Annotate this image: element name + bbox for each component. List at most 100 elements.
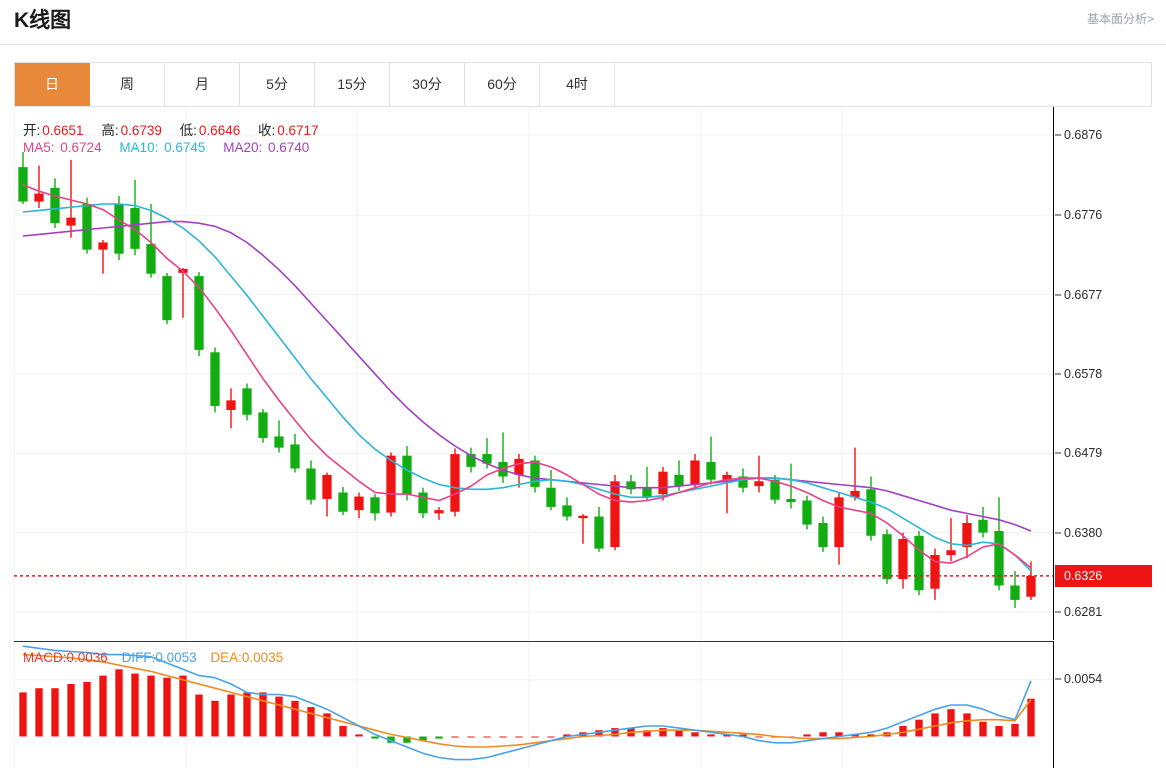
candle-body: [722, 474, 732, 480]
tab-3[interactable]: 5分: [240, 63, 315, 106]
candle-body: [642, 487, 652, 498]
tab-0[interactable]: 日: [15, 63, 90, 106]
candle-body: [354, 496, 364, 511]
tab-4[interactable]: 15分: [315, 63, 390, 106]
candle-body: [18, 167, 28, 202]
axis-tick-label: 0.6776: [1064, 208, 1103, 223]
high-value: 0.6739: [120, 123, 162, 138]
macd-hist-bar: [531, 736, 539, 738]
dea-label: DEA:: [210, 650, 242, 665]
current-price-badge: 0.6326: [1055, 564, 1152, 587]
axis-tick-mark: [1055, 134, 1061, 136]
macd-hist-bar: [803, 734, 811, 737]
axis-tick-label: 0.6479: [1064, 446, 1103, 461]
candle-body: [162, 276, 172, 321]
candle-body: [738, 476, 748, 488]
candle-body: [914, 535, 924, 591]
candle-body: [850, 490, 860, 498]
axis-tick-mark: [1055, 214, 1061, 216]
ma10-label: MA10:: [119, 140, 159, 155]
ma-legend: MA5: 0.6724 MA10: 0.6745 MA20: 0.6740: [23, 140, 311, 155]
page-title: K线图: [14, 9, 72, 32]
diff-value: 0.0053: [155, 650, 197, 665]
candle-body: [706, 462, 716, 480]
candle-body: [610, 481, 620, 548]
dea-line: [22, 653, 1032, 748]
macd-hist-bar: [915, 719, 923, 737]
candle-body: [1026, 575, 1036, 597]
axis-tick-mark: [1055, 452, 1061, 454]
candle-body: [450, 454, 460, 512]
tab-5[interactable]: 30分: [390, 63, 465, 106]
macd-hist-bar: [819, 732, 827, 737]
candle-body: [658, 471, 668, 495]
price-axis: 0.6876 0.6776 0.6677 0.6578 0.6479 0.6380 0.62…: [1055, 107, 1152, 768]
open-label: 开:: [23, 123, 41, 138]
fundamental-analysis-link[interactable]: 基本面分析>: [1086, 12, 1154, 26]
macd-hist-bar: [467, 736, 475, 738]
ma20-label: MA20:: [223, 140, 263, 155]
candlestick-svg: [14, 107, 1053, 640]
price-chart-panel[interactable]: 开: 0.6651 高: 0.6739 低: 0.6646 收: 0.6717 MA5:…: [14, 107, 1054, 640]
axis-tick-mark: [1055, 373, 1061, 375]
low-label: 低:: [179, 123, 197, 138]
axis-tick-label: 0.6677: [1064, 287, 1103, 302]
axis-tick-label: 0.6876: [1064, 128, 1103, 143]
candle-body: [818, 522, 828, 548]
candle-body: [82, 203, 92, 250]
tab-7[interactable]: 4时: [540, 63, 615, 106]
candle-body: [370, 497, 380, 514]
macd-hist-bar: [483, 736, 491, 738]
candle-body: [418, 492, 428, 514]
macd-hist-bar: [211, 700, 219, 737]
candle-body: [674, 474, 684, 487]
macd-legend: MACD:0.0036 DIFF:0.0053 DEA:0.0035: [23, 650, 283, 665]
candle-body: [274, 436, 284, 448]
macd-hist-bar: [643, 730, 651, 737]
candle-body: [786, 498, 796, 503]
open-value: 0.6651: [42, 123, 84, 138]
candle-body: [770, 479, 780, 500]
macd-hist-bar: [195, 694, 203, 737]
macd-hist-bar: [403, 736, 411, 743]
ma20-line: [22, 220, 1032, 532]
ohlc-legend: 开: 0.6651 高: 0.6739 低: 0.6646 收: 0.6717: [23, 119, 321, 139]
tab-2[interactable]: 月: [165, 63, 240, 106]
candle-body: [322, 474, 332, 499]
candle-body: [1010, 585, 1020, 600]
candle-body: [978, 519, 988, 533]
diff-line: [22, 645, 1032, 761]
ma10-value: 0.6745: [164, 140, 206, 155]
macd-chart-panel[interactable]: MACD:0.0036 DIFF:0.0053 DEA:0.0035: [14, 641, 1054, 768]
macd-hist-bar: [131, 673, 139, 737]
macd-hist-bar: [979, 721, 987, 737]
candle-body: [434, 510, 444, 514]
macd-hist-bar: [563, 734, 571, 737]
candle-body: [962, 522, 972, 548]
macd-hist-bar: [675, 730, 683, 737]
macd-hist-bar: [835, 732, 843, 737]
macd-axis-tick-mark: [1055, 678, 1061, 680]
macd-hist-bar: [275, 696, 283, 737]
macd-hist-bar: [115, 669, 123, 737]
candle-body: [578, 515, 588, 519]
tab-6[interactable]: 60分: [465, 63, 540, 106]
tab-1[interactable]: 周: [90, 63, 165, 106]
candle-body: [754, 481, 764, 487]
candle-body: [386, 455, 396, 513]
candle-body: [306, 468, 316, 500]
macd-hist-bar: [51, 688, 59, 737]
macd-hist-bar: [387, 736, 395, 743]
macd-hist-bar: [99, 675, 107, 737]
candle-body: [98, 242, 108, 250]
macd-hist-bar: [67, 684, 75, 737]
candle-body: [834, 497, 844, 548]
macd-hist-bar: [163, 677, 171, 737]
macd-svg: [14, 642, 1053, 768]
macd-hist-bar: [419, 736, 427, 741]
macd-hist-bar: [707, 734, 715, 737]
macd-hist-bar: [659, 728, 667, 737]
axis-tick-label: 0.6281: [1064, 604, 1103, 619]
candle-body: [898, 539, 908, 580]
